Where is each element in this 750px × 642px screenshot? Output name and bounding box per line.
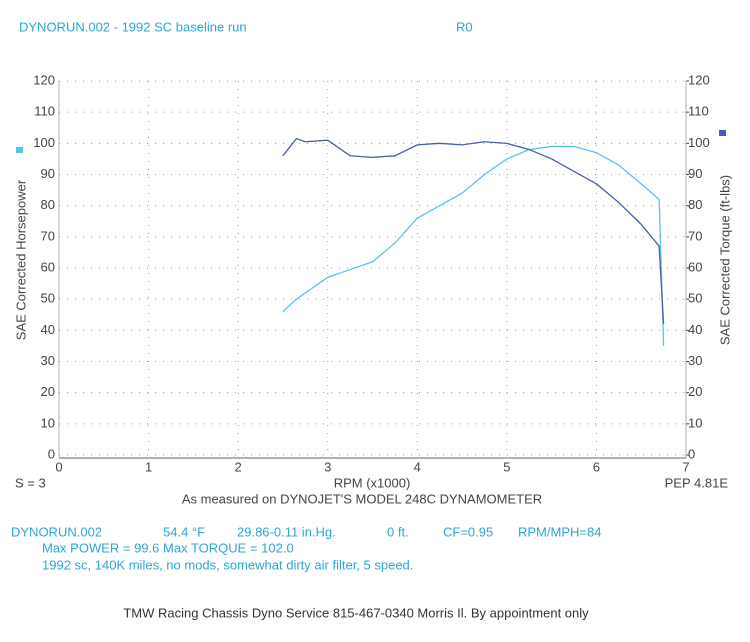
- y-tick-label: 60: [41, 259, 55, 274]
- y2-tick-label: 50: [688, 291, 702, 306]
- left-note: S = 3: [15, 475, 46, 490]
- x-tick-label: 0: [55, 459, 62, 474]
- y-tick-label: 0: [48, 446, 55, 461]
- y2-tick-label: 40: [688, 322, 702, 337]
- y2-tick-label: 90: [688, 166, 702, 181]
- y-tick-label: 40: [41, 322, 55, 337]
- y2-tick-label: 70: [688, 228, 702, 243]
- y-tick-label: 100: [33, 135, 55, 150]
- info-pressure: 29.86-0.11 in.Hg.: [237, 524, 336, 539]
- y-tick-label: 50: [41, 291, 55, 306]
- x-axis-label: RPM (x1000): [334, 475, 411, 490]
- y-tick-label: 70: [41, 228, 55, 243]
- info-ratio: RPM/MPH=84: [518, 524, 601, 539]
- info-cf: CF=0.95: [443, 524, 493, 539]
- y-tick-label: 90: [41, 166, 55, 181]
- y-tick-label: 110: [34, 104, 55, 119]
- y-tick-label: 30: [41, 353, 55, 368]
- y2-tick-label: 10: [688, 415, 702, 430]
- y-tick-label: 80: [41, 197, 55, 212]
- y-tick-label: 120: [33, 72, 55, 87]
- y2-tick-label: 60: [688, 259, 702, 274]
- x-tick-label: 3: [324, 459, 331, 474]
- info-max: Max POWER = 99.6 Max TORQUE = 102.0: [42, 540, 294, 555]
- y2-tick-label: 20: [688, 384, 702, 399]
- footer: TMW Racing Chassis Dyno Service 815-467-…: [123, 605, 589, 620]
- y2-tick-label: 110: [688, 104, 709, 119]
- y2-tick-label: 80: [688, 197, 702, 212]
- legend-swatch: [16, 147, 23, 153]
- chart-title: DYNORUN.002 - 1992 SC baseline run: [19, 19, 247, 34]
- series-line: [282, 145, 665, 346]
- y-tick-label: 20: [41, 384, 55, 399]
- x-tick-label: 6: [593, 459, 600, 474]
- series-line: [282, 137, 665, 325]
- info-notes: 1992 sc, 140K miles, no mods, somewhat d…: [42, 557, 413, 572]
- info-temp: 54.4 °F: [163, 524, 205, 539]
- y-axis-label: SAE Corrected Horsepower: [13, 179, 28, 340]
- subtitle: As measured on DYNOJET'S MODEL 248C DYNA…: [182, 491, 542, 506]
- right-note: PEP 4.81E: [665, 475, 729, 490]
- legend-swatch: [719, 130, 726, 136]
- info-run: DYNORUN.002: [11, 524, 102, 539]
- x-tick-label: 7: [682, 459, 689, 474]
- y2-tick-label: 0: [688, 446, 695, 461]
- y2-tick-label: 30: [688, 353, 702, 368]
- run-code: R0: [456, 19, 473, 34]
- x-tick-label: 4: [414, 459, 421, 474]
- y2-tick-label: 120: [688, 72, 710, 87]
- y2-tick-label: 100: [688, 135, 710, 150]
- y2-axis-label: SAE Corrected Torque (ft-lbs): [717, 175, 732, 345]
- y-tick-label: 10: [41, 415, 55, 430]
- x-tick-label: 2: [235, 459, 242, 474]
- info-altitude: 0 ft.: [387, 524, 409, 539]
- x-tick-label: 1: [145, 459, 152, 474]
- x-tick-label: 5: [503, 459, 510, 474]
